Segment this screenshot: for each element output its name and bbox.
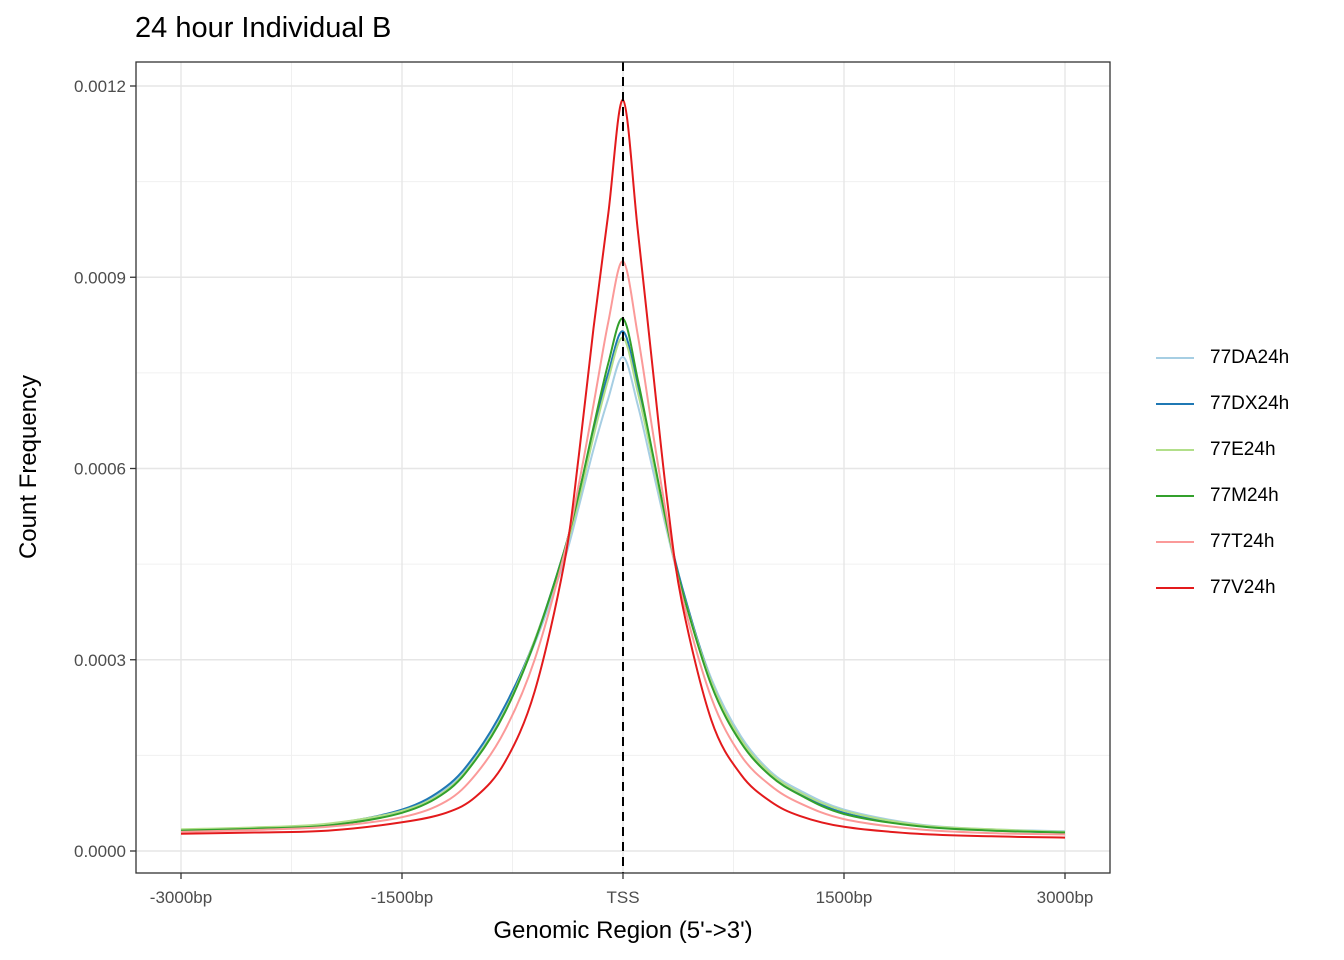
legend-label: 77DX24h (1210, 393, 1290, 414)
legend-label: 77T24h (1210, 531, 1275, 552)
legend: 77DA24h 77DX24h 77E24h 77M24h 77T24h 77V24h (1156, 335, 1289, 611)
y-tick-label: 0.0012 (74, 77, 126, 96)
x-tick-label: 1500bp (816, 888, 873, 907)
y-tick-label: 0.0006 (74, 460, 126, 479)
y-tick-label: 0.0009 (74, 268, 126, 287)
legend-key (1156, 449, 1194, 451)
legend-item: 77E24h (1156, 427, 1289, 473)
x-tick-label: TSS (606, 888, 639, 907)
legend-key (1156, 403, 1194, 405)
legend-item: 77M24h (1156, 473, 1289, 519)
y-axis: 0.0000 0.0003 0.0006 0.0009 0.0012 (74, 77, 136, 861)
series-line-77DX24h (180, 330, 1066, 834)
legend-label: 77DA24h (1210, 347, 1290, 368)
x-tick-label: 3000bp (1037, 888, 1094, 907)
x-axis: -3000bp -1500bp TSS 1500bp 3000bp (150, 873, 1094, 907)
legend-key (1156, 495, 1194, 497)
legend-key (1156, 357, 1194, 359)
legend-item: 77V24h (1156, 565, 1289, 611)
series-line-77DA24h (180, 355, 1066, 833)
legend-label: 77E24h (1210, 439, 1276, 460)
x-axis-title: Genomic Region (5'->3') (493, 917, 752, 944)
legend-item: 77DX24h (1156, 381, 1289, 427)
y-tick-label: 0.0000 (74, 842, 126, 861)
x-tick-label: -1500bp (371, 888, 433, 907)
legend-label: 77V24h (1210, 577, 1276, 598)
legend-key (1156, 541, 1194, 543)
legend-key (1156, 587, 1194, 589)
x-tick-label: -3000bp (150, 888, 212, 907)
legend-label: 77M24h (1210, 485, 1279, 506)
legend-item: 77T24h (1156, 519, 1289, 565)
y-axis-title: Count Frequency (15, 375, 42, 559)
legend-item: 77DA24h (1156, 335, 1289, 381)
chart-title: 24 hour Individual B (135, 12, 392, 44)
y-tick-label: 0.0003 (74, 651, 126, 670)
